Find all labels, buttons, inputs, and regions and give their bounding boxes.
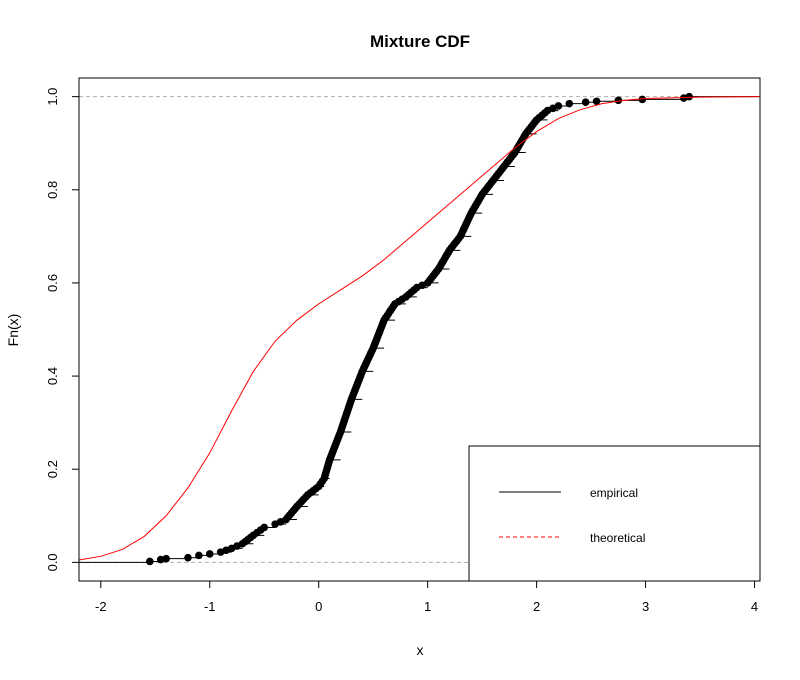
x-tick-label: -1 [204, 599, 216, 614]
legend-box [468, 445, 761, 582]
x-axis: -2 -1 0 1 2 3 4 [95, 581, 758, 614]
x-axis-label: x [417, 642, 424, 658]
y-tick-label: 0.2 [45, 460, 60, 478]
empirical-point [554, 102, 563, 110]
empirical-point [581, 98, 590, 107]
legend-label-theoretical: theoretical [590, 531, 645, 545]
y-axis: 0.0 0.2 0.4 0.6 0.8 1.0 [45, 88, 79, 571]
empirical-point [685, 92, 693, 101]
empirical-point [195, 551, 203, 560]
y-tick-label: 0.4 [45, 367, 60, 385]
x-tick-label: 2 [533, 599, 540, 614]
legend-label-empirical: empirical [590, 486, 638, 500]
y-axis-label: Fn(x) [5, 314, 21, 347]
x-tick-label: 3 [642, 599, 649, 614]
empirical-point [184, 553, 192, 562]
chart-title: Mixture CDF [370, 32, 470, 51]
plot-frame [78, 77, 761, 582]
y-tick-label: 1.0 [45, 88, 60, 106]
series-layer [78, 92, 761, 566]
empirical-point [146, 557, 154, 566]
y-tick-label: 0.8 [45, 181, 60, 199]
empirical-point [565, 99, 574, 108]
y-tick-label: 0.0 [45, 553, 60, 571]
x-tick-label: 0 [315, 599, 322, 614]
empirical-point [614, 96, 623, 105]
empirical-point [260, 523, 269, 532]
x-tick-label: -2 [95, 599, 107, 614]
y-tick-label: 0.6 [45, 274, 60, 292]
empirical-point [205, 550, 214, 558]
x-tick-label: 4 [751, 599, 758, 614]
x-tick-label: 1 [424, 599, 431, 614]
empirical-point [592, 97, 601, 106]
empirical-point [638, 95, 647, 104]
legend: empirical theoretical [468, 445, 761, 582]
empirical-point [162, 554, 170, 563]
theoretical-cdf-line [78, 96, 761, 561]
